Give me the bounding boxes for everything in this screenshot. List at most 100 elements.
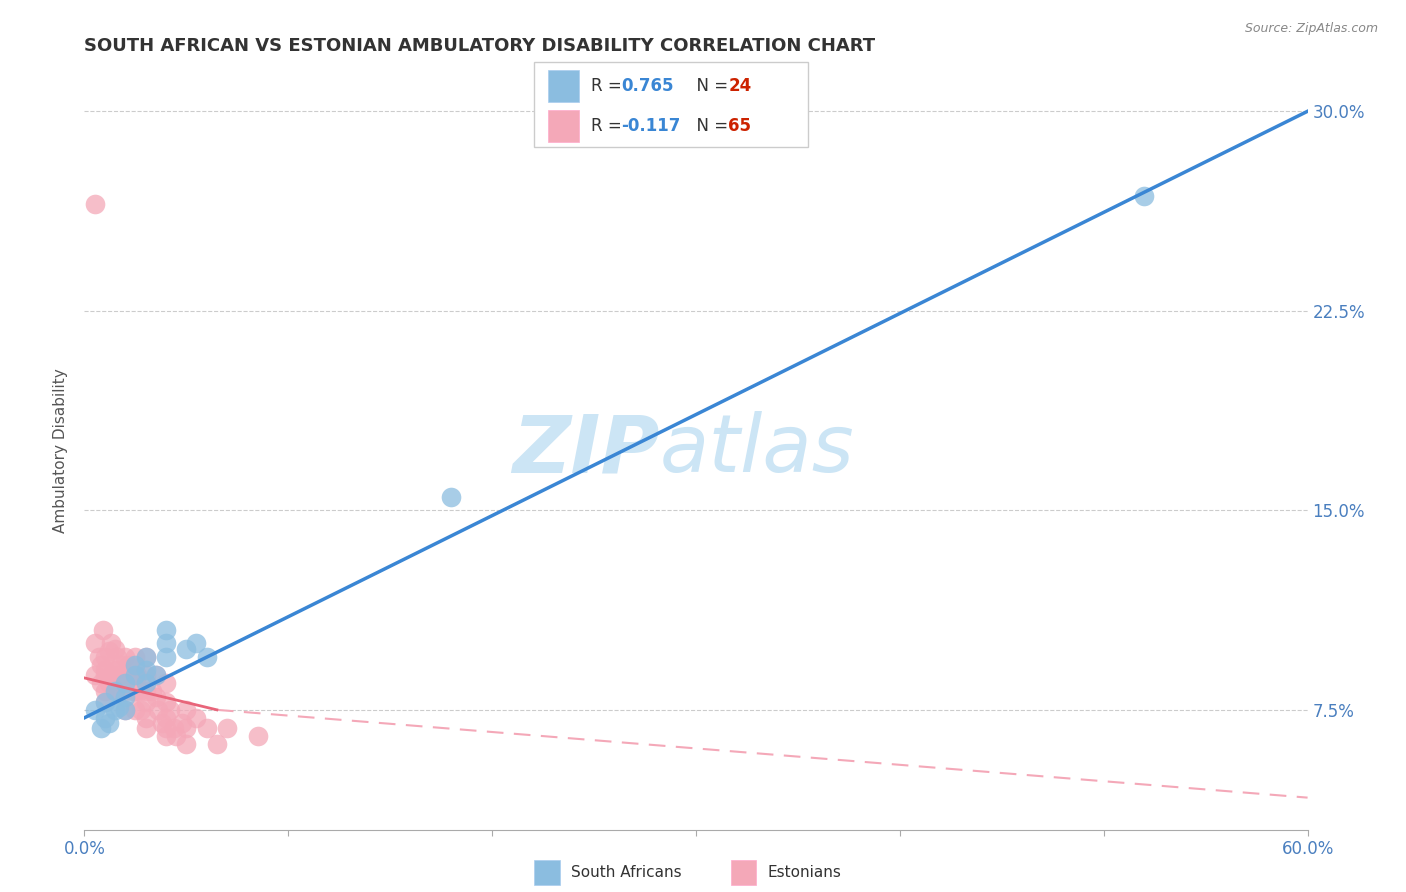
Point	[135, 663, 157, 677]
Text: 24: 24	[728, 78, 752, 95]
Point	[124, 703, 146, 717]
Point	[83, 197, 105, 211]
Text: South Africans: South Africans	[571, 865, 682, 880]
Text: R =: R =	[591, 117, 627, 135]
Point	[104, 684, 127, 698]
Point	[93, 649, 115, 664]
Point	[122, 684, 145, 698]
Point	[195, 649, 218, 664]
Point	[108, 684, 131, 698]
Point	[127, 668, 149, 682]
Point	[155, 711, 177, 725]
Point	[135, 649, 157, 664]
Point	[83, 703, 105, 717]
Point	[104, 703, 127, 717]
Point	[114, 676, 136, 690]
Point	[141, 684, 163, 698]
Point	[174, 722, 197, 736]
Point	[155, 695, 177, 709]
Point	[114, 690, 136, 704]
Point	[100, 636, 122, 650]
Text: N =: N =	[686, 78, 734, 95]
Point	[1133, 189, 1156, 203]
Point	[93, 663, 115, 677]
Point	[205, 738, 228, 752]
Point	[114, 703, 136, 717]
Point	[135, 722, 157, 736]
Point	[155, 623, 177, 637]
Point	[174, 738, 197, 752]
Text: atlas: atlas	[659, 411, 853, 490]
Point	[91, 623, 114, 637]
Text: R =: R =	[591, 78, 627, 95]
Point	[131, 703, 153, 717]
Point	[124, 657, 146, 672]
Point	[145, 690, 167, 704]
Point	[217, 722, 239, 736]
Point	[90, 676, 112, 690]
Point	[114, 649, 136, 664]
Point	[97, 644, 120, 658]
Point	[145, 668, 167, 682]
Point	[128, 684, 150, 698]
Point	[163, 722, 186, 736]
Point	[118, 657, 141, 672]
Point	[114, 668, 136, 682]
Point	[246, 730, 269, 744]
Point	[108, 668, 131, 682]
Point	[186, 636, 208, 650]
Point	[155, 722, 177, 736]
Point	[110, 657, 132, 672]
Point	[120, 668, 142, 682]
Point	[124, 668, 146, 682]
Point	[93, 695, 115, 709]
Point	[135, 668, 157, 682]
Point	[155, 676, 177, 690]
Point	[135, 676, 157, 690]
Point	[155, 649, 177, 664]
Point	[105, 649, 128, 664]
Text: ZIP: ZIP	[512, 411, 659, 490]
Point	[146, 703, 169, 717]
Point	[108, 700, 131, 714]
Y-axis label: Ambulatory Disability: Ambulatory Disability	[53, 368, 69, 533]
Point	[124, 649, 146, 664]
Text: Estonians: Estonians	[768, 865, 842, 880]
Point	[93, 695, 115, 709]
Point	[90, 722, 112, 736]
Point	[159, 703, 181, 717]
Point	[172, 716, 194, 731]
Point	[174, 703, 197, 717]
Point	[145, 668, 167, 682]
Point	[93, 711, 115, 725]
Point	[87, 649, 110, 664]
Point	[93, 684, 115, 698]
Point	[135, 649, 157, 664]
Text: 0.765: 0.765	[621, 78, 673, 95]
Text: 65: 65	[728, 117, 751, 135]
Point	[135, 684, 157, 698]
Point	[440, 490, 463, 504]
Point	[104, 663, 127, 677]
Text: -0.117: -0.117	[621, 117, 681, 135]
Text: Source: ZipAtlas.com: Source: ZipAtlas.com	[1244, 22, 1378, 36]
Text: SOUTH AFRICAN VS ESTONIAN AMBULATORY DISABILITY CORRELATION CHART: SOUTH AFRICAN VS ESTONIAN AMBULATORY DIS…	[84, 37, 876, 54]
Point	[97, 676, 120, 690]
Point	[135, 695, 157, 709]
Point	[150, 716, 173, 731]
Point	[186, 711, 208, 725]
Text: N =: N =	[686, 117, 734, 135]
Point	[83, 636, 105, 650]
Point	[195, 722, 218, 736]
Point	[124, 684, 146, 698]
Point	[135, 711, 157, 725]
Point	[155, 636, 177, 650]
Point	[90, 657, 112, 672]
Point	[114, 684, 136, 698]
Point	[165, 730, 187, 744]
Point	[83, 668, 105, 682]
Point	[114, 703, 136, 717]
Point	[104, 681, 127, 696]
Point	[97, 716, 120, 731]
Point	[100, 668, 122, 682]
